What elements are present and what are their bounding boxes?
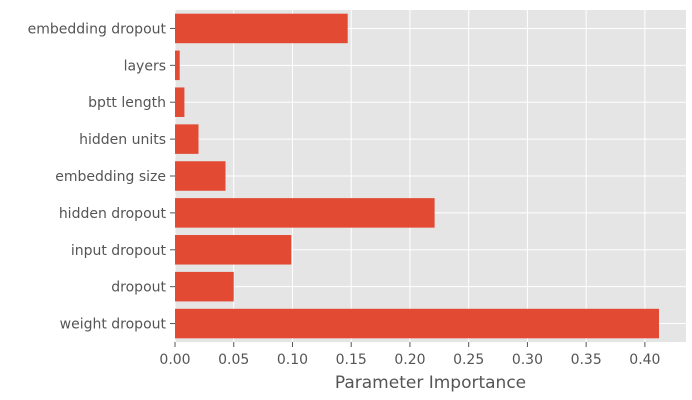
y-tick-label: bptt length xyxy=(88,95,166,111)
y-axis-ticks: weight dropout dropout input dropout hidden… xyxy=(28,21,175,333)
bar-hidden-units xyxy=(175,124,199,154)
bars xyxy=(175,13,659,339)
y-tick-label: input dropout xyxy=(71,243,167,259)
y-tick-label: hidden dropout xyxy=(59,206,167,222)
y-tick-label: layers xyxy=(124,58,166,74)
bar-dropout xyxy=(175,271,234,302)
bar-bptt-length xyxy=(175,87,185,117)
x-tick-label: 0.25 xyxy=(453,352,484,368)
y-tick-label: embedding dropout xyxy=(28,21,167,37)
y-tick-label: hidden units xyxy=(79,132,166,148)
bar-input-dropout xyxy=(175,235,292,265)
bar-weight-dropout xyxy=(175,308,659,339)
y-tick-label: dropout xyxy=(111,280,166,296)
x-tick-label: 0.00 xyxy=(159,352,190,368)
x-tick-label: 0.40 xyxy=(629,352,660,368)
x-tick-label: 0.05 xyxy=(218,352,249,368)
x-tick-label: 0.10 xyxy=(277,352,308,368)
y-tick-label: weight dropout xyxy=(60,317,167,333)
bar-embedding-dropout xyxy=(175,13,348,44)
bar-embedding-size xyxy=(175,161,226,191)
x-axis-label: Parameter Importance xyxy=(335,373,526,393)
x-tick-label: 0.20 xyxy=(394,352,425,368)
x-tick-label: 0.30 xyxy=(512,352,543,368)
bar-layers xyxy=(175,50,180,81)
x-axis-ticks: 0.00 0.05 0.10 0.15 0.20 0.25 0.30 0.35 0.40 xyxy=(159,342,660,368)
x-tick-label: 0.15 xyxy=(336,352,367,368)
y-tick-label: embedding size xyxy=(55,169,166,185)
x-tick-label: 0.35 xyxy=(571,352,602,368)
bar-hidden-dropout xyxy=(175,198,435,228)
